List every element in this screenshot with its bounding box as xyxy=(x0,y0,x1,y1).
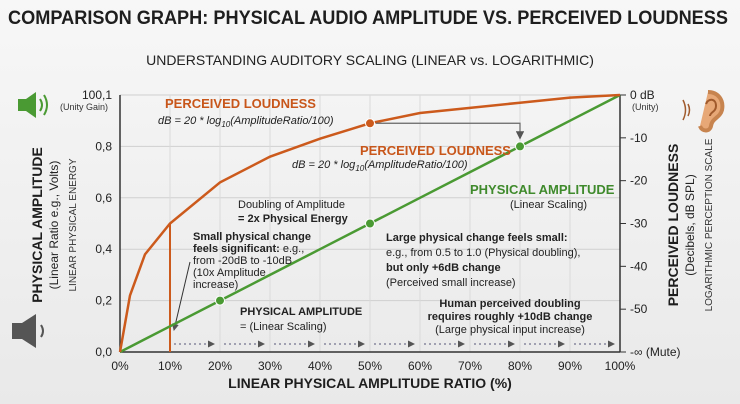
formula-part: dB = 20 * log xyxy=(292,159,356,171)
annotation: requires roughly +10dB change xyxy=(428,311,593,323)
annotation: Doubling of Amplitude xyxy=(238,199,345,211)
y-tick-label: 100,1 xyxy=(82,88,112,102)
x-tick-label: 0% xyxy=(111,359,129,373)
annotation-part: e.g., xyxy=(280,243,304,255)
data-point xyxy=(365,118,375,129)
y2-axis-note: (Decibels, dB SPL) xyxy=(683,174,697,275)
x-tick-label: 50% xyxy=(358,359,382,373)
x-tick-label: 60% xyxy=(408,359,432,373)
annotation: Small physical change xyxy=(193,231,311,243)
y2-tick-label: -40 xyxy=(630,259,648,273)
y-tick-label: 0,8 xyxy=(95,139,112,153)
annotation-arrow xyxy=(171,261,191,331)
y-tick-label: 0,0 xyxy=(95,345,112,359)
y-axis-note: (Linear Ratio e.g., Volts) xyxy=(47,161,61,290)
chart-title: COMPARISON GRAPH: PHYSICAL AUDIO AMPLITU… xyxy=(8,8,728,29)
series-line xyxy=(118,93,621,353)
series-label: PHYSICAL AMPLITUDE xyxy=(470,182,615,197)
y2-tick-label: -∞ (Mute) xyxy=(630,345,681,359)
annotation: but only +6dB change xyxy=(386,262,501,274)
speaker-quiet-icon xyxy=(12,314,44,348)
annotation: (Perceived small increase) xyxy=(386,277,516,289)
plot-area: 0,0 0,2 0,4 0,6 0,8 100,1 0% 10% 20% 30% 40% 50% 60%… xyxy=(82,88,681,373)
y-tick-label: 0,4 xyxy=(95,242,112,256)
data-point xyxy=(215,295,225,306)
x-tick-label: 90% xyxy=(558,359,582,373)
x-tick-label: 70% xyxy=(458,359,482,373)
series-note: = (Linear Scaling) xyxy=(240,321,327,333)
y2-axis-title: PERCEIVED LOUDNESS xyxy=(665,144,681,307)
annotation: = 2x Physical Energy xyxy=(238,213,349,225)
x-axis-title: LINEAR PHYSICAL AMPLITUDE RATIO (%) xyxy=(228,375,512,391)
y-axis-title: PHYSICAL AMPLITUDE xyxy=(29,147,45,303)
formula-sub: 10 xyxy=(221,120,230,129)
y2-tick-label: -10 xyxy=(630,131,648,145)
x-tick-label: 40% xyxy=(308,359,332,373)
annotation: Human perceived doubling xyxy=(439,298,580,310)
y2-top-note: (Unity) xyxy=(632,102,659,112)
annotation: (Large physical input increase) xyxy=(435,324,585,336)
x-tick-label: 80% xyxy=(508,359,532,373)
y2-tick-label: 0 dB xyxy=(630,88,655,102)
formula-part: dB = 20 * log xyxy=(158,115,222,127)
annotation: feels significant: e.g., xyxy=(193,243,304,255)
y-tick-label: 0,2 xyxy=(95,294,112,308)
formula-part: (AmplitudeRatio/100) xyxy=(364,159,468,171)
formula: dB = 20 * log10(AmplitudeRatio/100) xyxy=(292,159,468,173)
y2-tick-label: -20 xyxy=(630,174,648,188)
x-tick-label: 20% xyxy=(208,359,232,373)
y-top-note: (Unity Gain) xyxy=(60,102,108,112)
chart-subtitle: UNDERSTANDING AUDITORY SCALING (LINEAR v… xyxy=(146,52,594,68)
annotation: e.g., from 0.5 to 1.0 (Physical doubling… xyxy=(386,247,580,259)
y2-tick-label: -50 xyxy=(630,302,648,316)
x-tick-label: 30% xyxy=(258,359,282,373)
x-tick-label: 100% xyxy=(605,359,636,373)
x-tick-label: 10% xyxy=(158,359,182,373)
y2-axis-side-note: LOGARITHMIC PERCEPTION SCALE xyxy=(704,138,715,311)
data-point xyxy=(515,141,525,152)
y2-tick-label: -30 xyxy=(630,217,648,231)
y-tick-label: 0,6 xyxy=(95,191,112,205)
annotation: Large physical change feels small: xyxy=(386,232,568,244)
series-label: PERCEIVED LOUDNESS xyxy=(165,96,316,111)
connector-arrow xyxy=(376,122,525,140)
speaker-loud-icon xyxy=(18,92,48,118)
series-label: PERCEIVED LOUDNESS xyxy=(360,143,511,158)
annotation: (10x Amplitude xyxy=(193,267,266,279)
annotation: from -20dB to -10dB xyxy=(193,255,292,267)
y-axis-side-note: LINEAR PHYSICAL ENERGY xyxy=(68,158,79,291)
series-note: (Linear Scaling) xyxy=(510,199,587,211)
formula-sub: 10 xyxy=(355,164,364,173)
annotation: increase) xyxy=(193,279,238,291)
formula-part: (AmplitudeRatio/100) xyxy=(230,115,334,127)
ear-icon xyxy=(682,90,725,133)
formula: dB = 20 * log10(AmplitudeRatio/100) xyxy=(158,115,334,129)
series-label: PHYSICAL AMPLITUDE xyxy=(240,306,362,318)
annotation-part: feels significant: xyxy=(193,243,280,255)
data-point xyxy=(365,218,375,229)
